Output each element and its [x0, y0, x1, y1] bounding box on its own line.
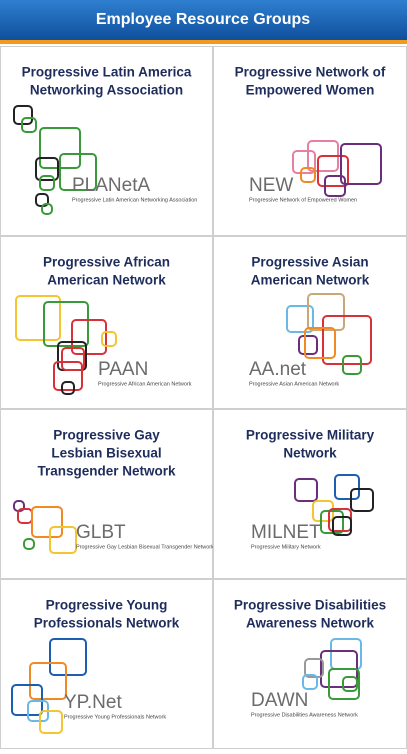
group-title: Progressive Latin America — [22, 65, 192, 80]
logo-square — [41, 203, 53, 215]
logo-square — [29, 662, 67, 700]
group-tagline: Progressive Network of Empowered Women — [249, 197, 357, 203]
logo-square — [35, 157, 59, 181]
logo-square — [49, 638, 87, 676]
group-title: Empowered Women — [246, 83, 375, 98]
logo-square — [294, 478, 318, 502]
group-tagline: Progressive Disabilities Awareness Netwo… — [251, 712, 358, 718]
logo-square — [320, 510, 344, 534]
logo-square — [340, 143, 382, 185]
logo-square — [322, 315, 372, 365]
logo-square — [350, 488, 374, 512]
group-card: Progressive Asian American Network AA.netP… — [213, 236, 407, 409]
logo-square — [59, 153, 97, 191]
group-acronym: DAWN — [251, 690, 308, 711]
group-title: Network — [283, 446, 337, 461]
logo-square — [49, 526, 77, 554]
grid: Progressive Latin America Networking Asso… — [0, 46, 407, 749]
group-title: Professionals Network — [34, 616, 180, 631]
group-tagline: Progressive Asian American Network — [249, 381, 339, 387]
header-rule — [0, 40, 407, 44]
logo-square — [300, 167, 316, 183]
logo-square — [71, 319, 107, 355]
card-border — [213, 579, 407, 749]
group-title: Networking Association — [30, 83, 183, 98]
logo-square — [298, 335, 318, 355]
group-acronym: AA.net — [249, 359, 307, 380]
logo-square — [328, 668, 360, 700]
card-border — [0, 409, 213, 579]
group-acronym: GLBT — [76, 522, 126, 543]
logo-square — [61, 381, 75, 395]
group-acronym: MILNET — [251, 522, 321, 543]
group-title: Progressive African — [43, 255, 170, 270]
card-border — [213, 236, 407, 409]
group-tagline: Progressive African American Network — [98, 381, 192, 387]
logo-square — [304, 327, 336, 359]
logo-square — [23, 538, 35, 550]
group-acronym: NEW — [249, 175, 293, 196]
group-title: Lesbian Bisexual — [51, 446, 161, 461]
logo-square — [53, 361, 83, 391]
logo-square — [332, 516, 352, 536]
logo-square — [61, 347, 85, 371]
logo-square — [342, 676, 358, 692]
logo-square — [21, 117, 37, 133]
group-title: Progressive Network of — [235, 65, 386, 80]
group-title: Awareness Network — [246, 616, 375, 631]
logo-square — [39, 175, 55, 191]
group-title: Progressive Disabilities — [234, 598, 386, 613]
header-bar — [0, 0, 407, 40]
logo-square — [334, 474, 360, 500]
logo-square — [342, 355, 362, 375]
group-tagline: Progressive Young Professionals Network — [64, 714, 166, 720]
logo-square — [31, 506, 63, 538]
group-card: Progressive Network of Empowered Women NEW… — [213, 46, 407, 236]
group-acronym: PAAN — [98, 359, 148, 380]
group-tagline: Progressive Gay Lesbian Bisexual Transge… — [76, 544, 214, 550]
group-card: Progressive Military Network MILNETProgres… — [213, 409, 407, 579]
header-title: Employee Resource Groups — [96, 11, 310, 28]
logo-square — [317, 155, 349, 187]
logo-square — [304, 658, 324, 678]
group-title: Progressive Military — [246, 428, 375, 443]
group-card: Progressive Disabilities Awareness Networ… — [213, 579, 407, 749]
card-border — [213, 409, 407, 579]
group-card: Progressive Young Professionals Network YP… — [0, 579, 213, 749]
group-acronym: PLANetA — [72, 175, 150, 196]
group-title: American Network — [47, 273, 166, 288]
logo-square — [101, 331, 117, 347]
logo-square — [286, 305, 314, 333]
logo-square — [292, 150, 316, 174]
group-card: Progressive African American Network PAANP… — [0, 236, 213, 409]
logo-square — [302, 674, 318, 690]
group-title: Progressive Gay — [53, 428, 160, 443]
group-title: American Network — [251, 273, 370, 288]
logo-square — [15, 295, 61, 341]
logo-square — [39, 710, 63, 734]
group-title: Progressive Young — [46, 598, 168, 613]
logo-square — [324, 175, 346, 197]
group-title: Transgender Network — [37, 464, 176, 479]
logo-square — [43, 301, 89, 347]
group-tagline: Progressive Latin American Networking As… — [72, 197, 197, 203]
group-title: Progressive Asian — [251, 255, 368, 270]
group-card: Progressive Latin America Networking Asso… — [0, 46, 213, 236]
logo-square — [307, 293, 345, 331]
group-card: Progressive Gay Lesbian Bisexual Transgend… — [0, 409, 214, 579]
group-acronym: YP.Net — [64, 692, 122, 713]
group-tagline: Progressive Military Network — [251, 544, 321, 550]
